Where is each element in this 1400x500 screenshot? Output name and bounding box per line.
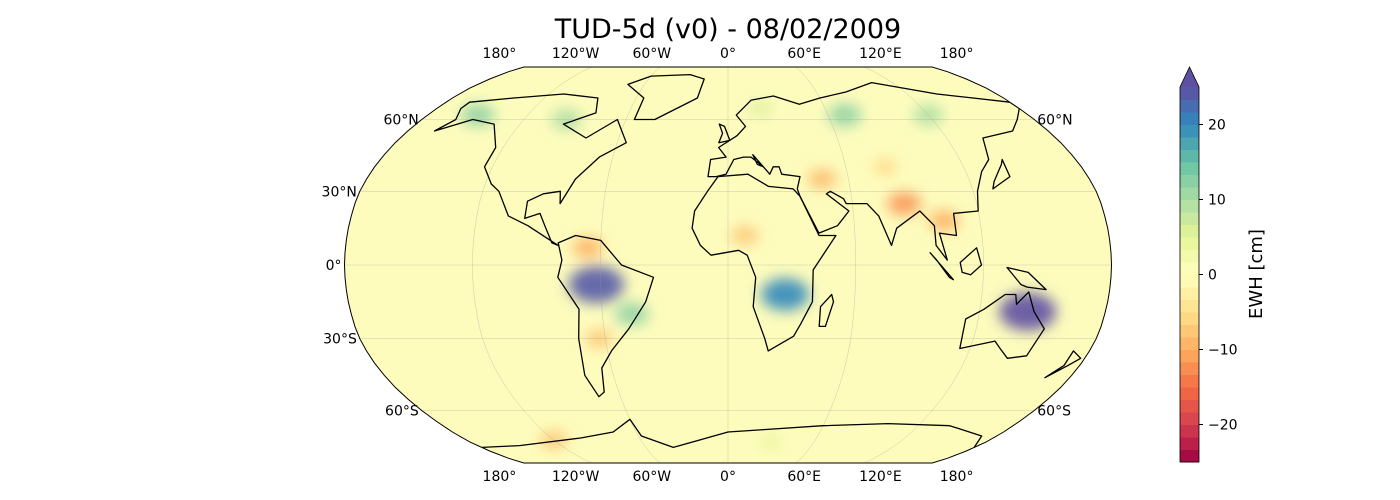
lat-label-left: 30°N [322, 184, 357, 200]
lon-label-bottom: 180° [483, 469, 517, 485]
coastline-great-britain [718, 123, 731, 144]
anomaly-orinoco [572, 237, 603, 258]
colorbar-level [1180, 387, 1199, 400]
colorbar-level [1180, 199, 1199, 213]
lon-label-top: 180° [940, 46, 974, 62]
anomaly-w-siberia [827, 103, 862, 127]
lon-label-bottom: 0° [720, 469, 736, 485]
lon-label-top: 0° [720, 46, 736, 62]
anomaly-n-australia [999, 292, 1057, 331]
colorbar-level [1180, 312, 1199, 325]
colorbar-level [1180, 112, 1199, 125]
colorbar-level [1180, 224, 1199, 238]
colorbar-extend-arrow [1180, 67, 1199, 87]
lat-label-right: 60°N [1037, 113, 1072, 129]
anomaly-scandinavia [748, 100, 772, 117]
map-outline [343, 66, 1113, 464]
lon-label-bottom: 120°W [552, 469, 600, 485]
colorbar-level [1180, 337, 1199, 350]
anomaly-amazon [568, 266, 624, 304]
colorbar-level [1180, 287, 1199, 300]
colorbar-level [1180, 137, 1199, 150]
anomaly-india [887, 192, 922, 215]
colorbar-tick-label: −10 [1208, 343, 1238, 359]
coastlines [433, 73, 1082, 449]
colorbar-level [1180, 299, 1199, 313]
coastline-antarctica [481, 418, 983, 449]
coastline-south-america [557, 234, 655, 398]
anomaly-congo-zambezi [761, 278, 810, 311]
coastline-sumatra [929, 252, 955, 281]
colorbar-level [1180, 99, 1199, 113]
lon-label-bottom: 180° [940, 469, 974, 485]
colorbar-level [1180, 449, 1199, 463]
world-map [343, 66, 1113, 464]
lon-label-top: 60°W [632, 46, 671, 62]
lon-label-top: 120°E [859, 46, 902, 62]
colorbar: 20 10 0 −10 −20 [1179, 66, 1238, 463]
colorbar-level [1180, 349, 1199, 363]
colorbar-level [1180, 424, 1199, 438]
lat-label-left: 60°N [383, 113, 418, 129]
colorbar-level [1180, 174, 1199, 188]
coastline-madagascar [818, 293, 835, 328]
anomaly-central-asia [873, 159, 897, 175]
colorbar-level [1180, 362, 1199, 375]
lon-label-top: 60°E [787, 46, 821, 62]
colorbar-level [1180, 187, 1199, 200]
colorbar-level [1180, 249, 1199, 263]
lat-label-left: 30°S [323, 332, 357, 348]
lon-label-bottom: 60°W [632, 469, 671, 485]
coastline-new-guinea [1006, 266, 1047, 291]
anomaly-antarctic-interior [760, 434, 782, 449]
colorbar-level [1180, 412, 1199, 425]
colorbar-tick-label: 0 [1208, 268, 1217, 284]
anomaly-se-brazil [614, 302, 649, 326]
coastline-borneo [959, 247, 983, 276]
colorbar-level [1180, 212, 1199, 225]
colorbar-level [1180, 374, 1199, 388]
coastline-greenland [627, 73, 705, 121]
map-axis-labels: 180° 180° 120°W 120°W 60°W 60°W 0° 0° 60°E 60°E 12… [322, 46, 1073, 485]
colorbar-level [1180, 87, 1199, 100]
lat-label-left: 0° [326, 258, 342, 274]
ewh-anomaly-field [460, 100, 1057, 449]
coastline-africa [691, 173, 837, 352]
anomaly-indochina [929, 210, 960, 231]
lat-label-left: 60°S [385, 403, 419, 419]
colorbar-level [1180, 274, 1199, 288]
colorbar-level [1180, 124, 1199, 138]
colorbar-level [1180, 324, 1199, 338]
colorbar-tick-label: −20 [1208, 418, 1238, 434]
lon-label-top: 120°W [552, 46, 600, 62]
colorbar-tick-label: 10 [1208, 193, 1226, 209]
lon-label-bottom: 120°E [859, 469, 902, 485]
anomaly-iran [808, 169, 837, 189]
colorbar-label: EWH [cm] [1246, 229, 1267, 319]
lon-label-bottom: 60°E [787, 469, 821, 485]
colorbar-level [1180, 437, 1199, 450]
coastline-australia [959, 291, 1045, 359]
colorbar-level [1180, 262, 1199, 275]
colorbar-level [1180, 162, 1199, 175]
coastline-eurasia [707, 81, 1020, 261]
coastline-japan [992, 158, 1011, 190]
figure-title: TUD-5d (v0) - 08/02/2009 [554, 14, 901, 45]
colorbar-tick-label: 20 [1208, 118, 1226, 134]
lon-label-top: 180° [483, 46, 517, 62]
anomaly-sahel [731, 226, 759, 245]
coastline-new-zealand [1044, 350, 1082, 379]
colorbar-level [1180, 149, 1199, 163]
colorbar-level [1180, 399, 1199, 413]
colorbar-level [1180, 237, 1199, 250]
lat-label-right: 60°S [1037, 403, 1071, 419]
coastline-north-america [433, 93, 627, 247]
